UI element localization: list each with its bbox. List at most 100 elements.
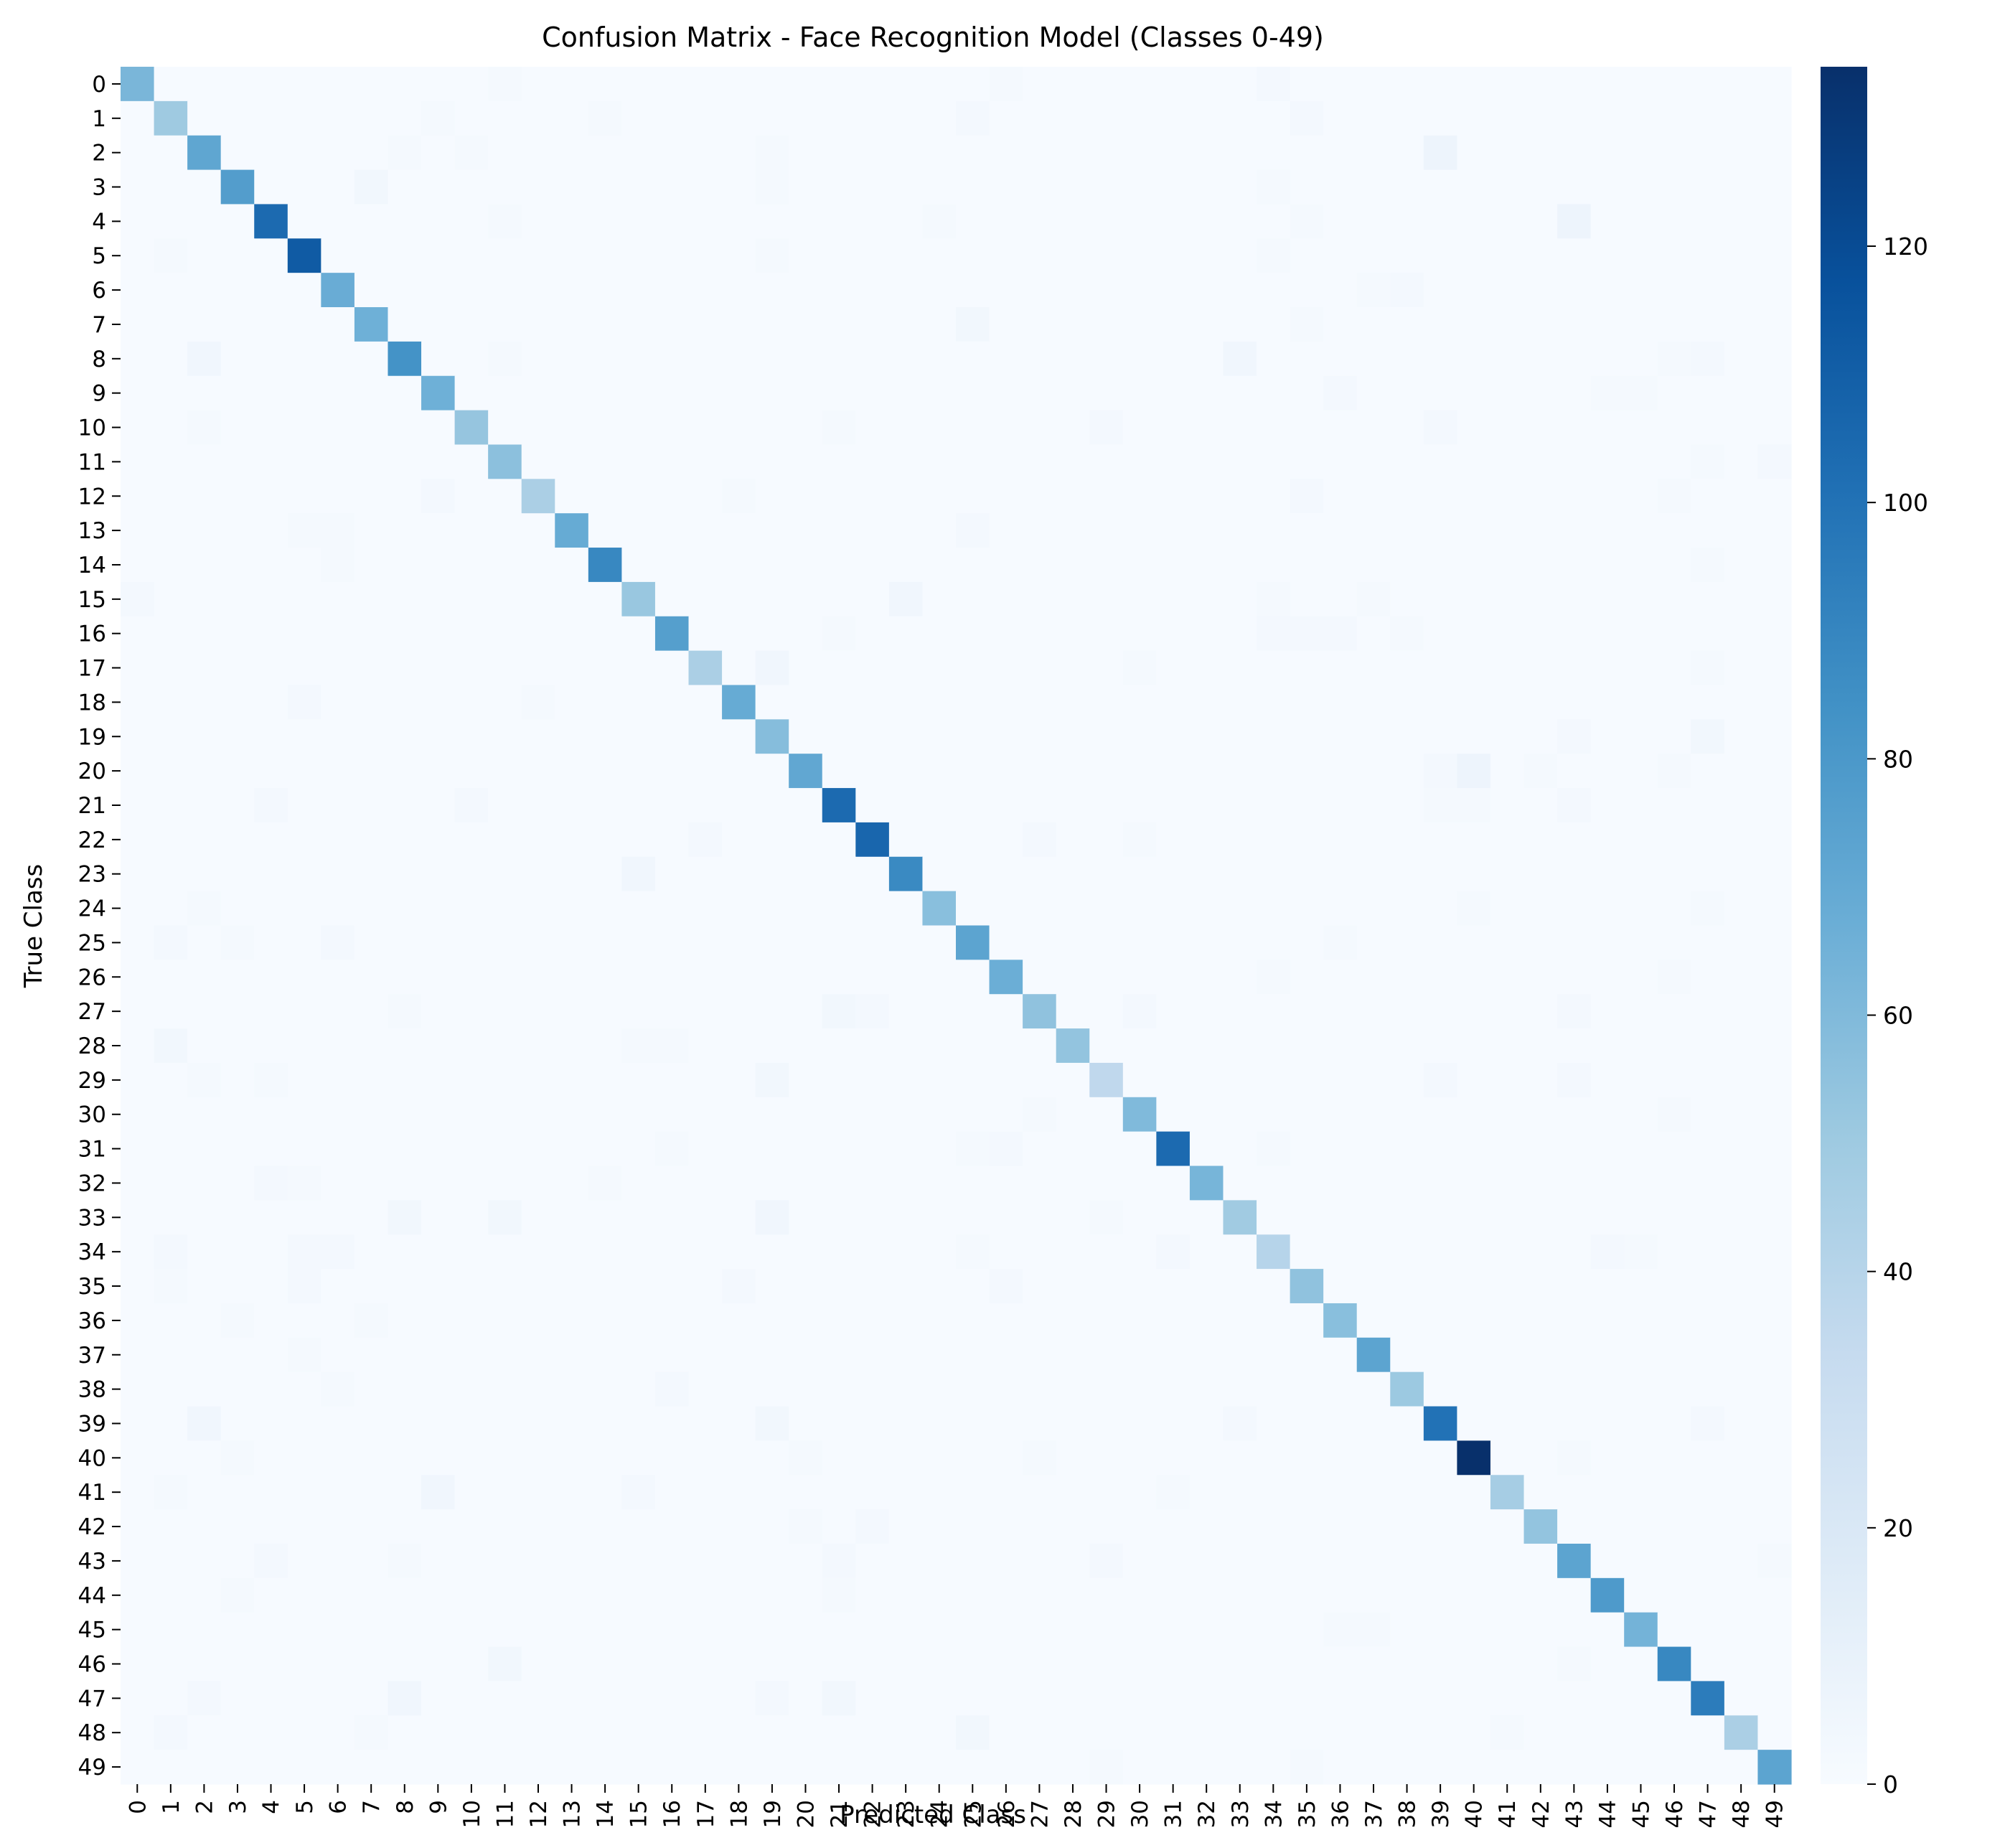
heatmap-cell <box>121 410 155 446</box>
heatmap-cell <box>488 1440 522 1476</box>
heatmap-cell <box>1223 444 1257 479</box>
x-tick-label: 5 <box>292 1800 318 1814</box>
heatmap-cell <box>789 994 823 1029</box>
heatmap-cell <box>1557 822 1592 858</box>
heatmap-cell <box>588 1440 622 1476</box>
heatmap-cell <box>454 685 489 720</box>
colorbar-tick-label: 80 <box>1883 745 1913 773</box>
heatmap-cell <box>1122 1406 1157 1441</box>
heatmap-cell <box>1423 616 1457 652</box>
heatmap-cell <box>521 891 555 927</box>
heatmap-cell <box>654 685 690 720</box>
heatmap-cell <box>488 1028 522 1064</box>
heatmap-cell <box>654 754 690 789</box>
heatmap-cell <box>454 1750 489 1785</box>
heatmap-cell <box>1356 410 1391 446</box>
heatmap-cell <box>956 1750 990 1785</box>
heatmap-cell <box>154 1200 188 1235</box>
heatmap-cell <box>1590 1303 1625 1338</box>
heatmap-cell <box>421 375 456 411</box>
heatmap-cell <box>1189 238 1224 273</box>
heatmap-cell <box>755 788 789 823</box>
heatmap-cell <box>555 169 589 205</box>
heatmap-cell <box>688 1612 723 1648</box>
heatmap-cell <box>1089 135 1124 171</box>
heatmap-cell <box>454 100 489 136</box>
heatmap-cell <box>187 1165 222 1201</box>
heatmap-cell <box>1290 341 1324 377</box>
heatmap-cell <box>121 650 155 686</box>
heatmap-cell <box>1189 925 1224 960</box>
heatmap-cell <box>688 548 723 583</box>
heatmap-cell <box>1457 1371 1491 1407</box>
heatmap-cell <box>1122 169 1157 205</box>
y-tick-label: 4 <box>92 209 106 235</box>
heatmap-cell <box>1122 410 1157 446</box>
heatmap-cell <box>1122 719 1157 754</box>
heatmap-cell <box>1056 1406 1090 1441</box>
heatmap-cell <box>1423 410 1457 446</box>
heatmap-cell <box>521 1750 555 1785</box>
x-tick-label: 13 <box>560 1800 586 1828</box>
y-tick-label: 43 <box>78 1549 106 1575</box>
heatmap-cell <box>1290 1234 1324 1270</box>
heatmap-cell <box>388 1165 422 1201</box>
heatmap-cell <box>121 204 155 239</box>
x-tick-label: 39 <box>1428 1800 1454 1828</box>
heatmap-cell <box>154 479 188 514</box>
heatmap-cell <box>555 719 589 754</box>
heatmap-cell <box>287 1131 321 1167</box>
heatmap-cell <box>121 273 155 308</box>
heatmap-cell <box>1356 719 1391 754</box>
heatmap-cell <box>588 1097 622 1132</box>
heatmap-cell <box>1757 1750 1792 1785</box>
heatmap-cell <box>888 1097 924 1132</box>
heatmap-cell <box>1590 891 1625 927</box>
heatmap-cell <box>654 1269 690 1304</box>
heatmap-cell <box>989 650 1023 686</box>
heatmap-cell <box>621 1234 656 1270</box>
heatmap-cell <box>1390 754 1424 789</box>
heatmap-cell <box>1290 1028 1324 1064</box>
heatmap-cell <box>1624 1234 1658 1270</box>
heatmap-cell <box>922 856 957 892</box>
heatmap-cell <box>354 1062 389 1098</box>
heatmap-cell <box>1356 1337 1391 1373</box>
heatmap-cell <box>1457 1165 1491 1201</box>
heatmap-cell <box>1624 719 1658 754</box>
heatmap-cell <box>888 719 924 754</box>
heatmap-cell <box>454 1577 489 1613</box>
heatmap-cell <box>488 1303 522 1338</box>
heatmap-cell <box>220 1681 255 1716</box>
heatmap-cell <box>688 1681 723 1716</box>
heatmap-cell <box>421 1337 456 1373</box>
colorbar-tick-label: 60 <box>1883 1002 1913 1030</box>
heatmap-cell <box>521 307 555 342</box>
heatmap-cell <box>1356 1681 1391 1716</box>
heatmap-cell <box>1523 1577 1558 1613</box>
heatmap-cell <box>956 1475 990 1510</box>
heatmap-cell <box>220 1062 255 1098</box>
heatmap-cell <box>1223 548 1257 583</box>
heatmap-cell <box>421 1646 456 1682</box>
heatmap-cell <box>822 135 856 171</box>
heatmap-cell <box>1290 1337 1324 1373</box>
heatmap-cell <box>454 1509 489 1544</box>
heatmap-cell <box>421 1097 456 1132</box>
heatmap-cell <box>922 616 957 652</box>
heatmap-cell <box>1523 1269 1558 1304</box>
heatmap-cell <box>956 754 990 789</box>
heatmap-cell <box>354 100 389 136</box>
heatmap-cell <box>755 1097 789 1132</box>
heatmap-cell <box>121 67 155 102</box>
heatmap-cell <box>1657 1440 1691 1476</box>
heatmap-cell <box>1023 341 1057 377</box>
heatmap-cell <box>1691 616 1725 652</box>
heatmap-cell <box>1691 1715 1725 1750</box>
heatmap-cell <box>220 1028 255 1064</box>
heatmap-cell <box>1056 1543 1090 1579</box>
heatmap-cell <box>588 1200 622 1235</box>
heatmap-cell <box>1323 581 1358 617</box>
heatmap-cell <box>421 479 456 514</box>
heatmap-cell <box>1457 616 1491 652</box>
